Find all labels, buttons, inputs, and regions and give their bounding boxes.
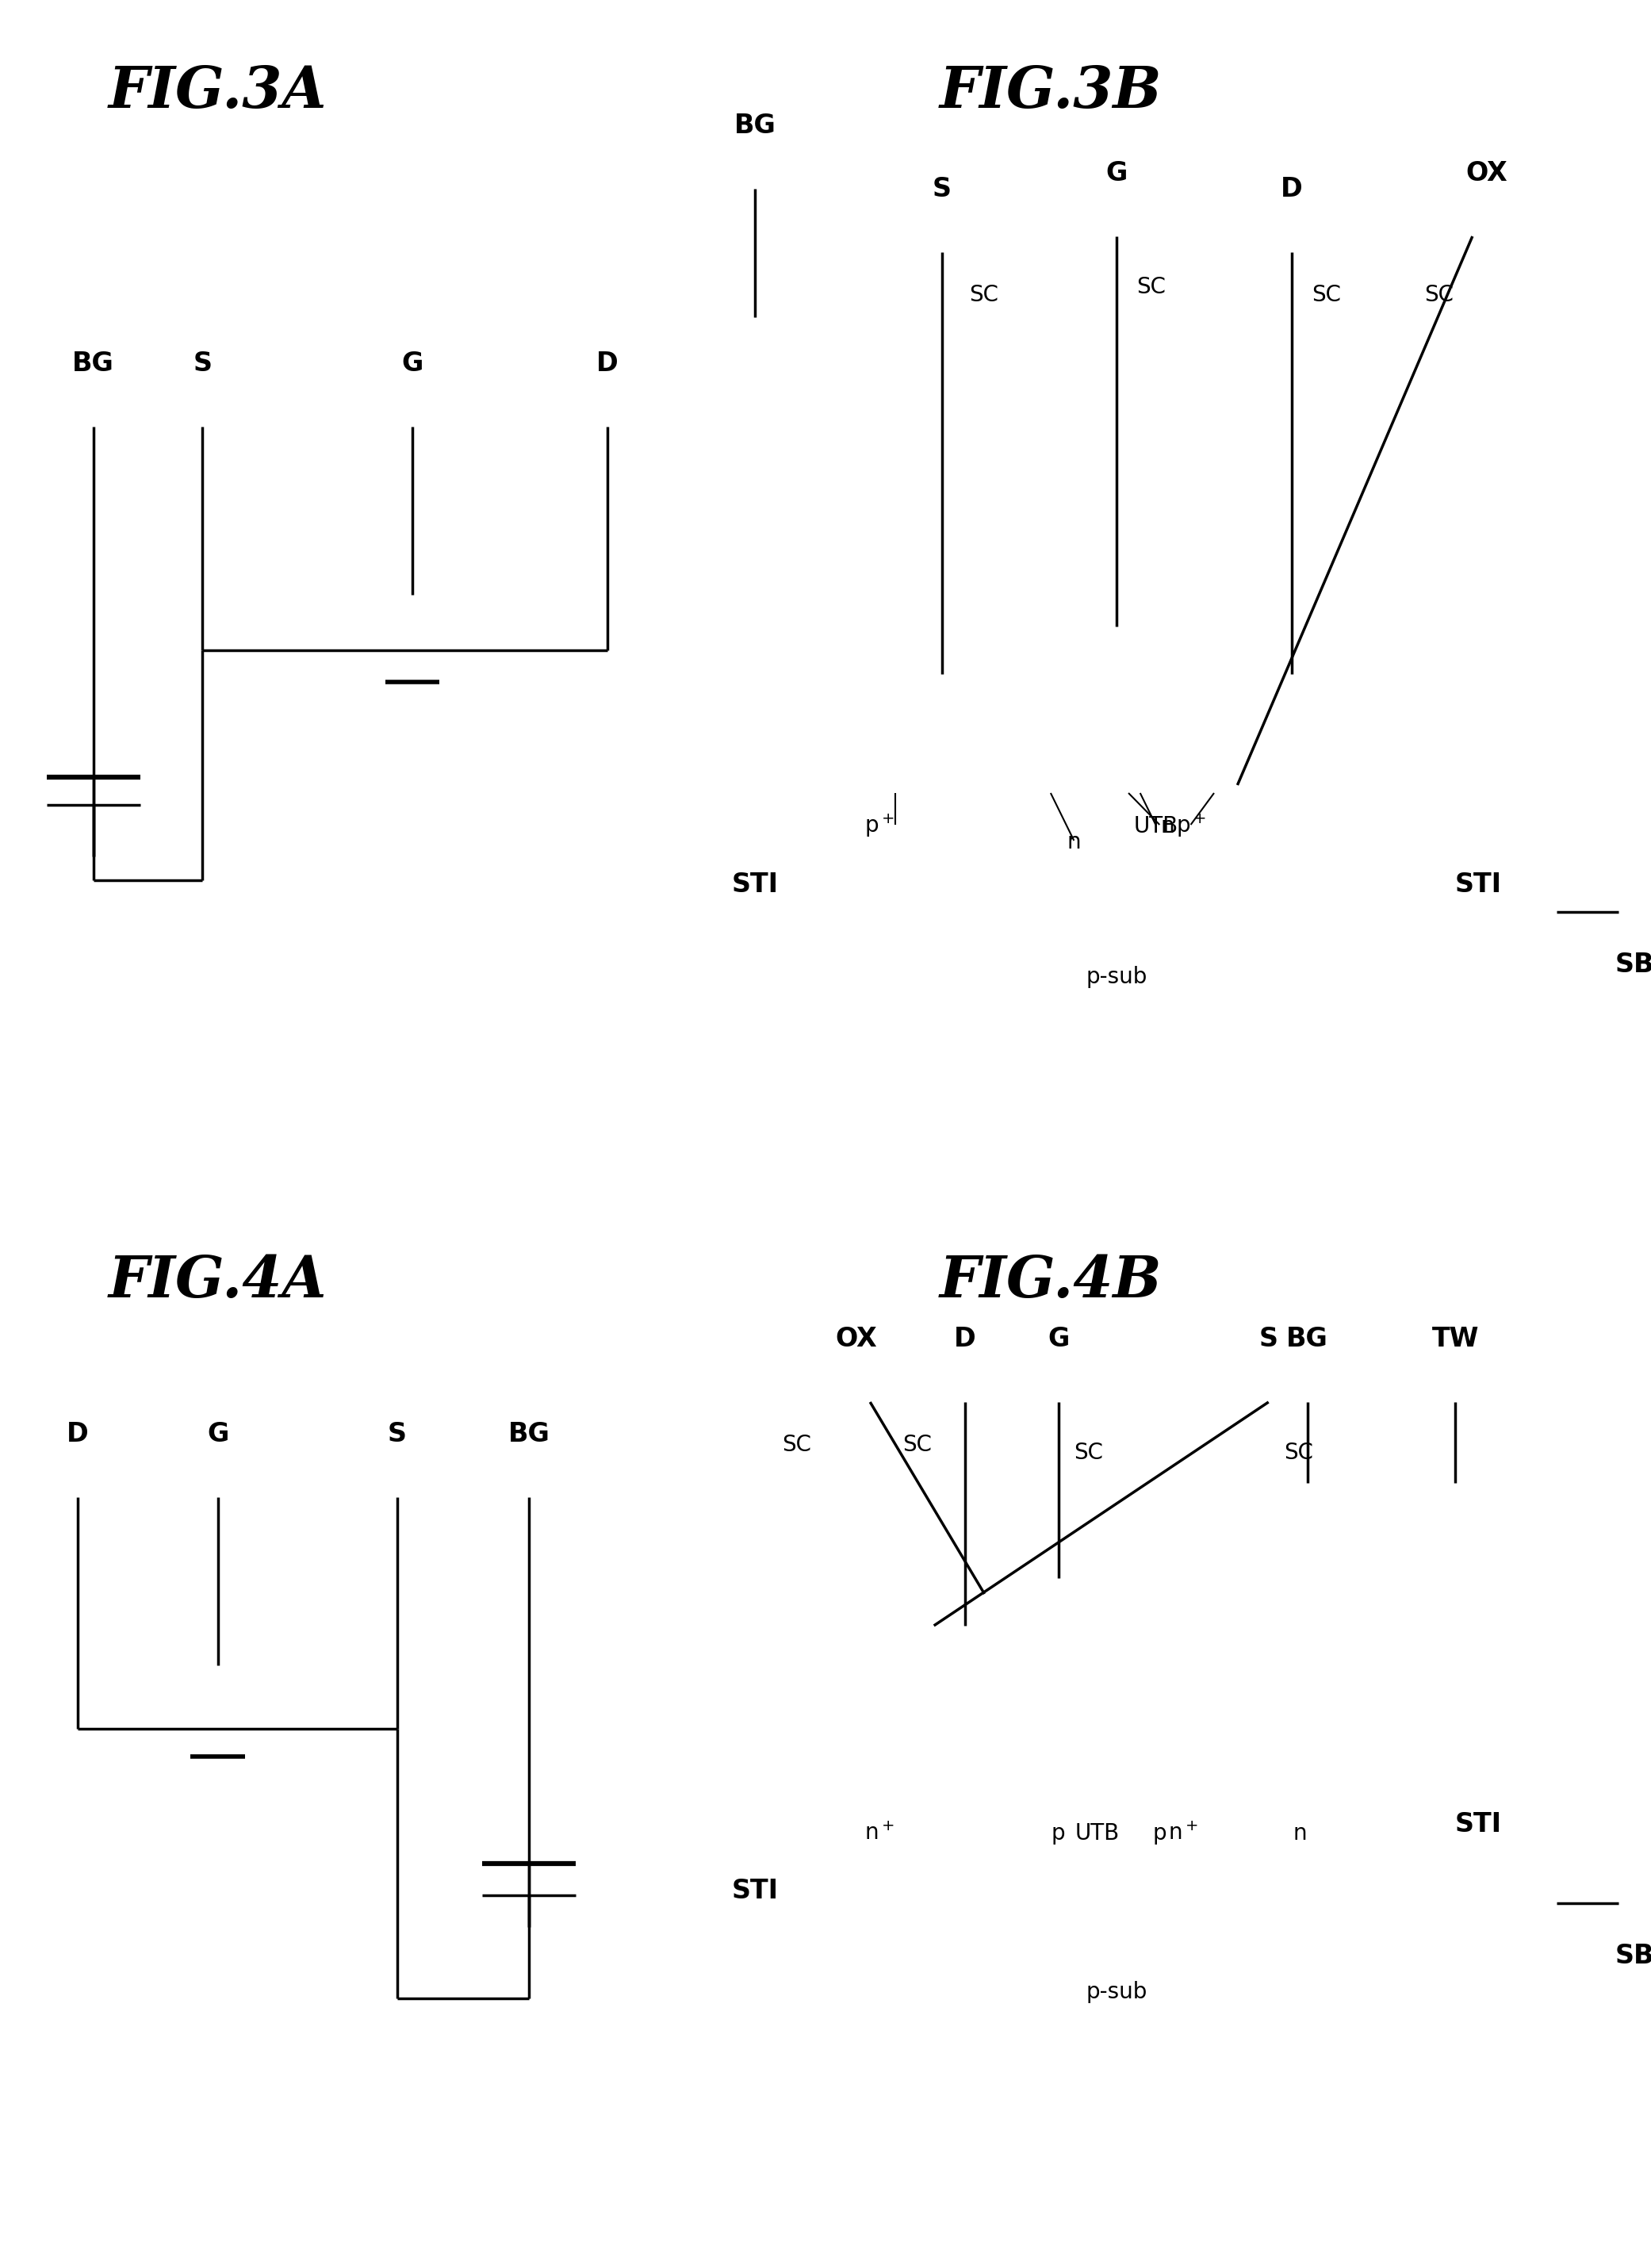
Bar xyxy=(969,1678,1147,1696)
Text: G: G xyxy=(1106,161,1128,186)
Text: p: p xyxy=(1052,1821,1065,1844)
Text: p$^+$: p$^+$ xyxy=(1176,812,1205,839)
Text: p$^+$: p$^+$ xyxy=(865,812,895,839)
Text: S: S xyxy=(388,1422,406,1447)
Bar xyxy=(832,626,1400,785)
Text: FIG.4A: FIG.4A xyxy=(109,1252,327,1309)
Text: D: D xyxy=(66,1422,89,1447)
Text: n: n xyxy=(1293,1821,1306,1844)
Text: G: G xyxy=(206,1422,229,1447)
Bar xyxy=(1207,1579,1385,1678)
Bar xyxy=(857,626,1027,669)
Bar xyxy=(677,1721,832,2062)
Text: FIG.3A: FIG.3A xyxy=(109,64,327,120)
Bar xyxy=(1207,626,1377,674)
Bar xyxy=(857,1579,1012,1626)
Text: SC: SC xyxy=(903,1433,933,1456)
Bar xyxy=(1004,626,1230,746)
Text: SC: SC xyxy=(1075,1442,1103,1463)
Text: n$^+$: n$^+$ xyxy=(865,1821,895,1844)
Bar xyxy=(832,1792,1400,1835)
Bar xyxy=(1207,626,1377,669)
Text: SC: SC xyxy=(1136,277,1166,297)
Text: p: p xyxy=(1152,1821,1167,1844)
Text: SC: SC xyxy=(1311,284,1341,306)
Text: S: S xyxy=(933,177,951,202)
Text: SC: SC xyxy=(969,284,999,306)
Text: SB: SB xyxy=(1615,953,1651,978)
Bar xyxy=(857,1579,1012,1678)
Bar xyxy=(731,318,778,515)
Text: FIG.3B: FIG.3B xyxy=(939,64,1162,120)
Text: UTB: UTB xyxy=(1075,1821,1119,1844)
Text: SC: SC xyxy=(1284,1442,1314,1463)
Text: S: S xyxy=(193,352,211,376)
Text: STI: STI xyxy=(731,871,778,898)
Bar xyxy=(953,1579,1164,1696)
Text: SC: SC xyxy=(1425,284,1453,306)
Text: S: S xyxy=(1260,1327,1278,1352)
Bar xyxy=(677,1483,1557,2062)
Bar xyxy=(832,626,1400,669)
Bar xyxy=(677,714,832,1055)
Text: n: n xyxy=(1067,830,1081,853)
Bar xyxy=(857,626,1027,674)
Text: OX: OX xyxy=(1466,161,1507,186)
Bar xyxy=(677,515,1557,1055)
Text: p-sub: p-sub xyxy=(1086,966,1147,989)
Text: SC: SC xyxy=(783,1433,812,1456)
Text: p-sub: p-sub xyxy=(1086,1980,1147,2003)
Text: D: D xyxy=(1281,177,1303,202)
Text: G: G xyxy=(401,352,423,376)
Text: STI: STI xyxy=(731,1878,778,1905)
Text: STI: STI xyxy=(1455,871,1502,898)
Text: UTB: UTB xyxy=(1133,814,1179,837)
Text: BG: BG xyxy=(735,113,776,138)
Text: OX: OX xyxy=(835,1327,877,1352)
Text: D: D xyxy=(596,352,617,376)
Bar xyxy=(832,1721,1400,1792)
Text: BG: BG xyxy=(73,352,114,376)
Text: TW: TW xyxy=(1431,1327,1479,1352)
Text: G: G xyxy=(1048,1327,1070,1352)
Text: D: D xyxy=(954,1327,976,1352)
Text: SB: SB xyxy=(1615,1944,1651,1969)
Bar xyxy=(832,1633,1400,1678)
Bar xyxy=(1400,714,1557,1055)
Text: FIG.4B: FIG.4B xyxy=(939,1252,1162,1309)
Text: n: n xyxy=(1161,814,1174,837)
Bar xyxy=(832,785,1400,828)
Text: BG: BG xyxy=(509,1422,550,1447)
Text: BG: BG xyxy=(1286,1327,1329,1352)
Text: n$^+$: n$^+$ xyxy=(1167,1821,1199,1844)
Bar xyxy=(832,1678,1400,1721)
Bar xyxy=(832,714,1400,785)
Text: STI: STI xyxy=(1455,1810,1502,1837)
Bar xyxy=(1020,669,1213,746)
Bar xyxy=(832,669,1400,714)
Bar xyxy=(1400,1522,1557,2062)
